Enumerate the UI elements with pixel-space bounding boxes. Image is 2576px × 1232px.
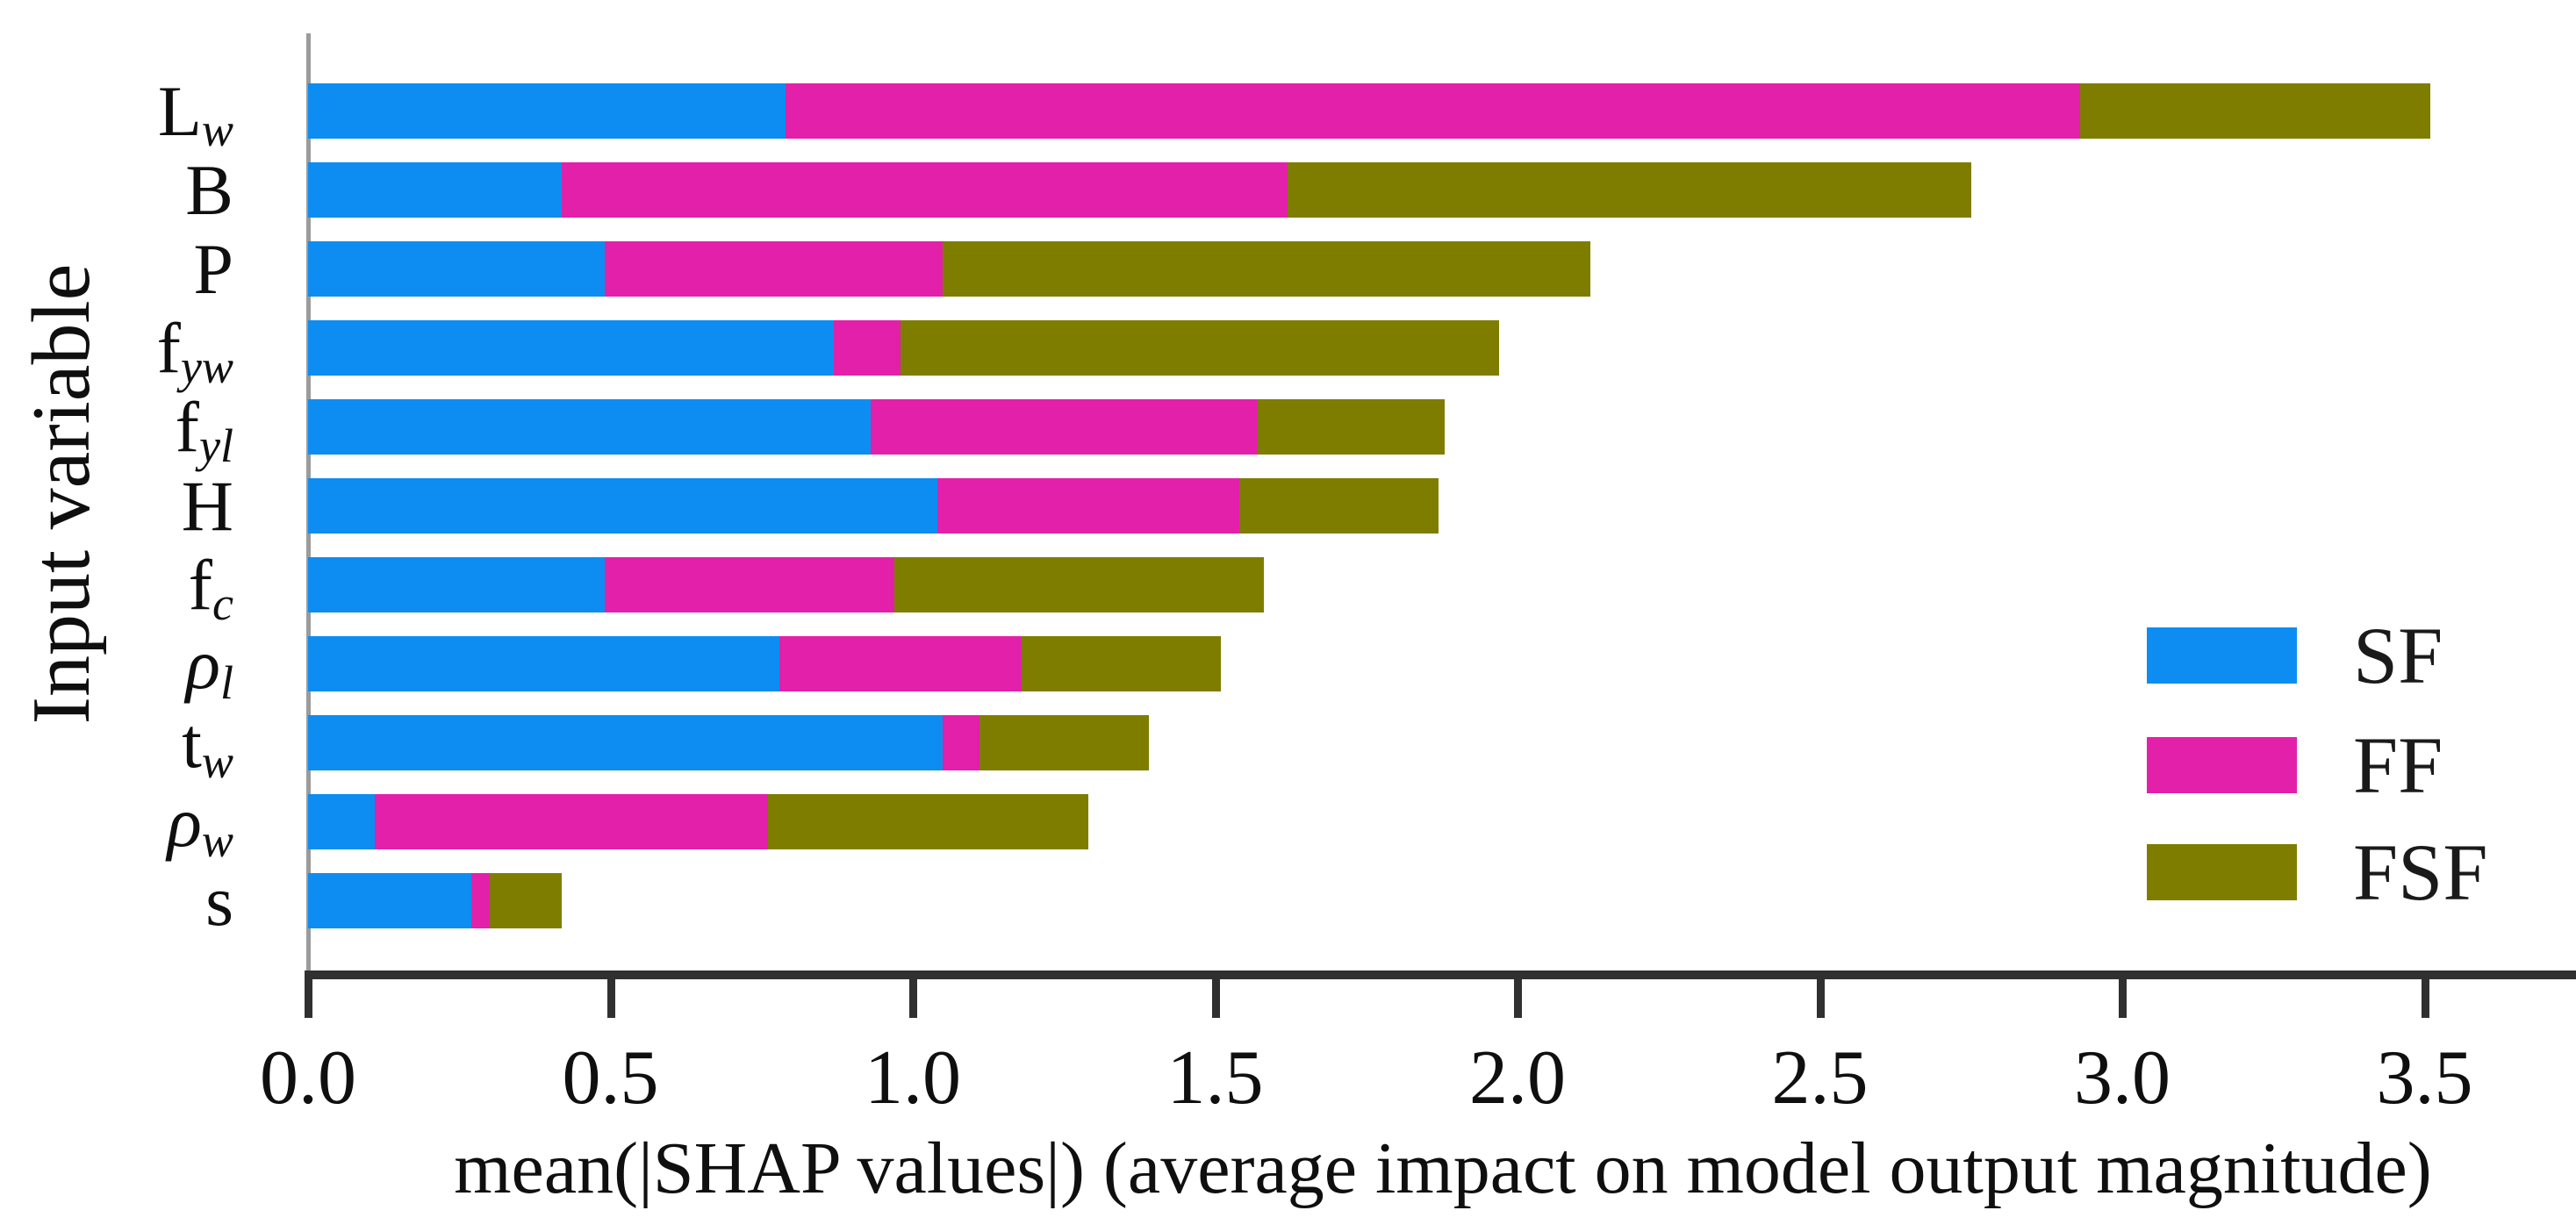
- bar-segment-tw-FSF: [979, 715, 1149, 770]
- bar-segment-fyw-FSF: [901, 320, 1500, 376]
- y-tick-label-rho_l: ρl: [185, 624, 233, 709]
- bar-segment-rho_l-FF: [779, 636, 1022, 691]
- x-tick-0.0: [305, 979, 312, 1018]
- bar-segment-fyw-SF: [308, 320, 835, 376]
- legend-item-ff: FF: [2147, 720, 2568, 810]
- x-tick-label-1.5: 1.5: [1166, 1035, 1264, 1121]
- x-tick-1.0: [909, 979, 917, 1018]
- x-tick-label-0.0: 0.0: [260, 1035, 356, 1121]
- bar-segment-fyl-FSF: [1257, 399, 1446, 455]
- bar-segment-fyl-FF: [870, 399, 1258, 455]
- y-tick-label-H: H: [181, 466, 233, 546]
- x-tick-1.5: [1211, 979, 1220, 1018]
- legend-item-fsf: FSF: [2147, 827, 2568, 917]
- legend-item-sf: SF: [2147, 611, 2568, 700]
- x-axis-spine: [305, 971, 2576, 979]
- x-tick-label-0.5: 0.5: [562, 1035, 659, 1121]
- bar-segment-s-FF: [471, 873, 490, 928]
- y-tick-label-B: B: [185, 150, 233, 230]
- y-tick-label-fyl: fyl: [175, 387, 233, 472]
- bar-segment-fyl-SF: [308, 399, 871, 455]
- y-tick-label-Lw: Lw: [157, 71, 233, 156]
- legend-swatch-sf-icon: [2147, 627, 2297, 684]
- y-tick-label-fc: fc: [188, 545, 233, 630]
- legend-swatch-ff-icon: [2147, 737, 2297, 793]
- x-tick-2.0: [1514, 979, 1522, 1018]
- bar-segment-B-FSF: [1288, 162, 1971, 218]
- bar-segment-H-FSF: [1239, 478, 1439, 534]
- bar-segment-Lw-SF: [308, 83, 786, 139]
- bar-segment-fc-FF: [604, 557, 895, 612]
- bar-segment-fc-SF: [308, 557, 605, 612]
- y-tick-label-fyw: fyw: [156, 308, 233, 393]
- bar-segment-B-FF: [562, 162, 1288, 218]
- y-tick-label-rho_w: ρw: [167, 782, 233, 867]
- bar-segment-P-FSF: [943, 241, 1590, 297]
- bar-segment-P-FF: [604, 241, 944, 297]
- bar-segment-rho_w-SF: [308, 794, 375, 849]
- x-tick-3.5: [2421, 979, 2429, 1018]
- bar-segment-H-FF: [936, 478, 1240, 534]
- legend-label-fsf: FSF: [2353, 827, 2488, 917]
- bar-segment-rho_l-FSF: [1022, 636, 1222, 691]
- legend-label-sf: SF: [2353, 611, 2443, 700]
- bar-segment-rho_w-FSF: [767, 794, 1088, 849]
- x-tick-label-2.0: 2.0: [1469, 1035, 1566, 1121]
- bar-segment-tw-SF: [308, 715, 944, 770]
- x-tick-0.5: [606, 979, 615, 1018]
- legend-label-ff: FF: [2353, 720, 2443, 810]
- bar-segment-H-SF: [308, 478, 937, 534]
- bar-segment-fyw-FF: [834, 320, 901, 376]
- x-axis-title: mean(|SHAP values|) (average impact on m…: [454, 1128, 2432, 1209]
- x-tick-label-1.0: 1.0: [865, 1035, 961, 1121]
- x-tick-label-3.5: 3.5: [2376, 1035, 2473, 1121]
- bar-segment-Lw-FF: [786, 83, 2080, 139]
- x-tick-2.5: [1816, 979, 1825, 1018]
- bar-segment-s-FSF: [489, 873, 563, 928]
- bar-segment-tw-FF: [943, 715, 979, 770]
- bar-segment-rho_w-FF: [374, 794, 768, 849]
- x-tick-label-3.0: 3.0: [2074, 1035, 2171, 1121]
- y-tick-label-P: P: [193, 229, 233, 309]
- bar-segment-s-SF: [308, 873, 472, 928]
- bar-segment-Lw-FSF: [2079, 83, 2431, 139]
- bar-segment-rho_l-SF: [308, 636, 780, 691]
- x-tick-3.0: [2119, 979, 2127, 1018]
- bar-segment-P-SF: [308, 241, 605, 297]
- legend-swatch-fsf-icon: [2147, 844, 2297, 900]
- bar-segment-B-SF: [308, 162, 563, 218]
- bar-segment-fc-FSF: [894, 557, 1264, 612]
- y-tick-label-tw: tw: [182, 703, 233, 788]
- y-tick-label-s: s: [205, 861, 233, 941]
- x-tick-label-2.5: 2.5: [1771, 1035, 1869, 1121]
